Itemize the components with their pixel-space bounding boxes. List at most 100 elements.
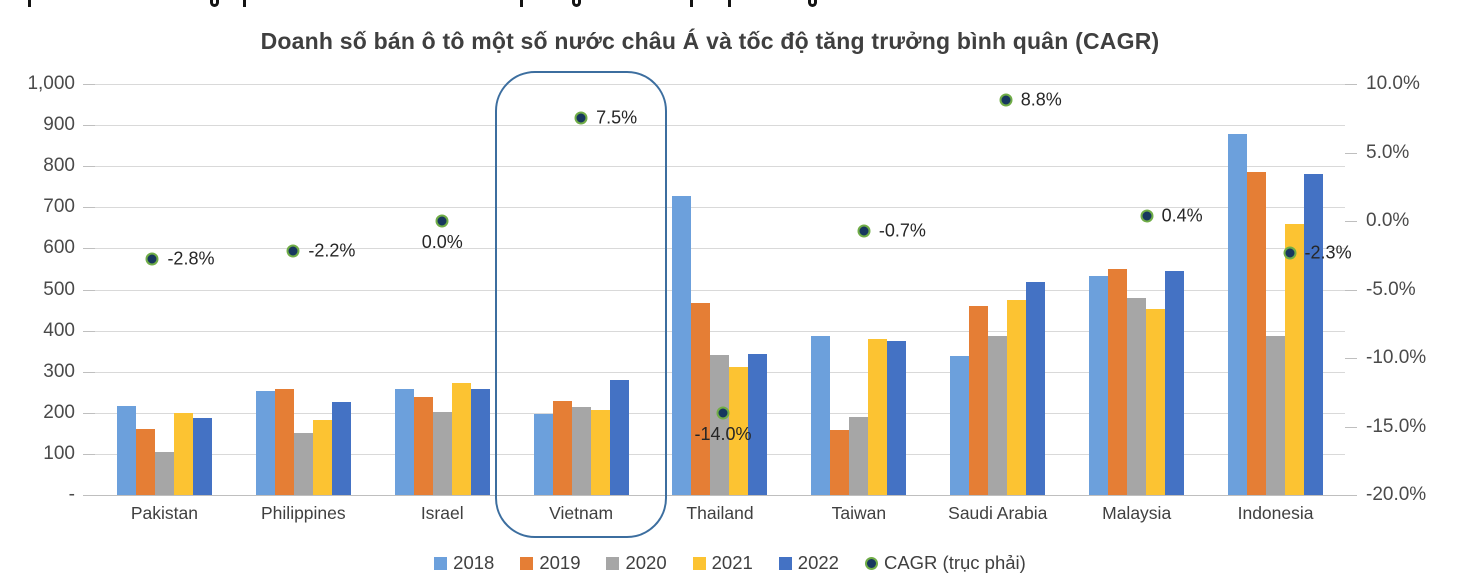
- left-axis-tick-label: 100: [43, 442, 75, 464]
- bar-group-israel: [373, 383, 512, 495]
- right-axis-tick-label: 0.0%: [1366, 210, 1410, 231]
- bar-2022: [748, 354, 768, 495]
- legend-swatch-icon: [520, 556, 534, 570]
- cagr-data-label: 0.0%: [421, 232, 463, 252]
- bar-2020: [293, 432, 313, 495]
- legend-item-2022: 2022: [778, 552, 839, 574]
- bar-2018: [533, 414, 553, 495]
- left-axis-tick-label: 800: [43, 155, 75, 177]
- legend-swatch-icon: [606, 556, 620, 570]
- bar-2018: [950, 355, 970, 495]
- chart-title: Doanh số bán ô tô một số nước châu Á và …: [260, 28, 1160, 54]
- left-axis-tick-label: 1,000: [27, 73, 75, 94]
- cagr-marker: [1283, 246, 1297, 259]
- bar-2019: [413, 396, 433, 495]
- bar-group-philippines: [234, 388, 373, 495]
- bar-group-pakistan: [95, 406, 234, 495]
- left-axis-tick-mark: [83, 330, 95, 332]
- cagr-marker: [716, 406, 730, 420]
- vietnam-highlight-box: [494, 71, 667, 538]
- gridline: [95, 289, 1345, 291]
- legend-label: 2020: [625, 552, 667, 573]
- left-axis-tick-mark: [83, 495, 95, 496]
- bar-2021: [1285, 224, 1305, 495]
- legend-label: 2019: [539, 552, 581, 573]
- bar-2022: [1026, 281, 1046, 495]
- bar-2018: [672, 196, 692, 495]
- legend-item-2018: 2018: [434, 552, 494, 574]
- right-axis-tick-label: -20.0%: [1366, 484, 1427, 505]
- left-axis-tick-mark: [83, 412, 95, 414]
- left-axis-tick-label: 300: [43, 360, 75, 382]
- bar-2019: [135, 428, 155, 495]
- bar-2018: [811, 335, 831, 495]
- legend-item-cagr: CAGR (trục phải): [864, 552, 1026, 574]
- cagr-data-label: 7.5%: [596, 107, 638, 128]
- right-axis-tick-label: 10.0%: [1366, 73, 1420, 94]
- bar-2018: [394, 389, 414, 495]
- left-axis-tick-label: 900: [43, 114, 75, 136]
- bar-2019: [830, 430, 850, 495]
- category-label: Pakistan: [130, 503, 198, 523]
- bar-2021: [590, 409, 610, 495]
- bar-2019: [691, 303, 711, 495]
- bar-2018: [255, 391, 275, 495]
- bar-2020: [1266, 335, 1286, 495]
- cagr-marker: [1140, 209, 1154, 223]
- left-axis-tick-mark: [83, 166, 95, 168]
- bar-group-vietnam: [512, 379, 651, 495]
- cagr-marker: [145, 252, 159, 266]
- left-axis-tick-mark: [83, 207, 95, 209]
- category-label: Israel: [420, 503, 464, 523]
- bar-2022: [887, 341, 907, 495]
- right-axis-tick-mark: [1345, 84, 1357, 85]
- cagr-marker: [286, 244, 300, 258]
- bar-2020: [154, 452, 174, 495]
- gridline: [95, 207, 1345, 209]
- legend-swatch-icon: [434, 556, 448, 570]
- cagr-data-label: -14.0%: [694, 423, 752, 444]
- category-label: Malaysia: [1102, 503, 1172, 523]
- left-axis-tick-label: 700: [43, 196, 75, 218]
- left-axis-tick-mark: [83, 371, 95, 373]
- bar-2021: [1146, 309, 1166, 495]
- legend-label: 2022: [797, 552, 839, 573]
- left-axis-tick-label: -: [68, 484, 75, 505]
- bar-2019: [274, 388, 294, 495]
- bar-2019: [1108, 269, 1128, 495]
- right-axis-tick-label: 5.0%: [1366, 141, 1410, 163]
- cagr-marker: [574, 111, 588, 125]
- bar-group-taiwan: [789, 335, 928, 495]
- bar-group-malaysia: [1067, 269, 1206, 495]
- legend-item-2019: 2019: [520, 552, 580, 574]
- right-axis-tick-label: -5.0%: [1366, 278, 1416, 300]
- bar-2019: [552, 401, 572, 495]
- left-axis-tick-mark: [83, 289, 95, 291]
- legend: 2018 2019 2020 2021 2022 CAGR (trục phải): [0, 551, 1460, 575]
- bar-2021: [312, 420, 332, 495]
- cagr-data-label: -2.8%: [167, 248, 215, 269]
- legend-item-2021: 2021: [692, 552, 753, 574]
- legend-cagr-marker-icon: [864, 556, 878, 570]
- cagr-data-label: -0.7%: [878, 220, 926, 241]
- cagr-data-label: -2.3%: [1304, 242, 1352, 262]
- legend-swatch-icon: [692, 556, 706, 570]
- legend-item-2020: 2020: [606, 552, 667, 574]
- right-axis-tick-mark: [1345, 221, 1357, 222]
- bar-2022: [192, 418, 212, 495]
- bar-2021: [451, 383, 471, 495]
- left-axis-tick-mark: [83, 125, 95, 127]
- bar-2022: [331, 402, 351, 495]
- cagr-data-label: 8.8%: [1020, 89, 1062, 110]
- bar-2021: [1007, 299, 1027, 495]
- bar-2022: [1165, 271, 1185, 495]
- right-axis-tick-mark: [1345, 289, 1357, 291]
- bar-2019: [969, 306, 989, 495]
- gridline: [95, 330, 1345, 332]
- bar-2022: [470, 389, 490, 495]
- bar-2020: [988, 335, 1008, 495]
- bar-2018: [1089, 276, 1109, 495]
- cagr-marker: [435, 214, 449, 228]
- right-axis-tick-label: -15.0%: [1366, 415, 1427, 437]
- bar-2020: [1127, 298, 1147, 495]
